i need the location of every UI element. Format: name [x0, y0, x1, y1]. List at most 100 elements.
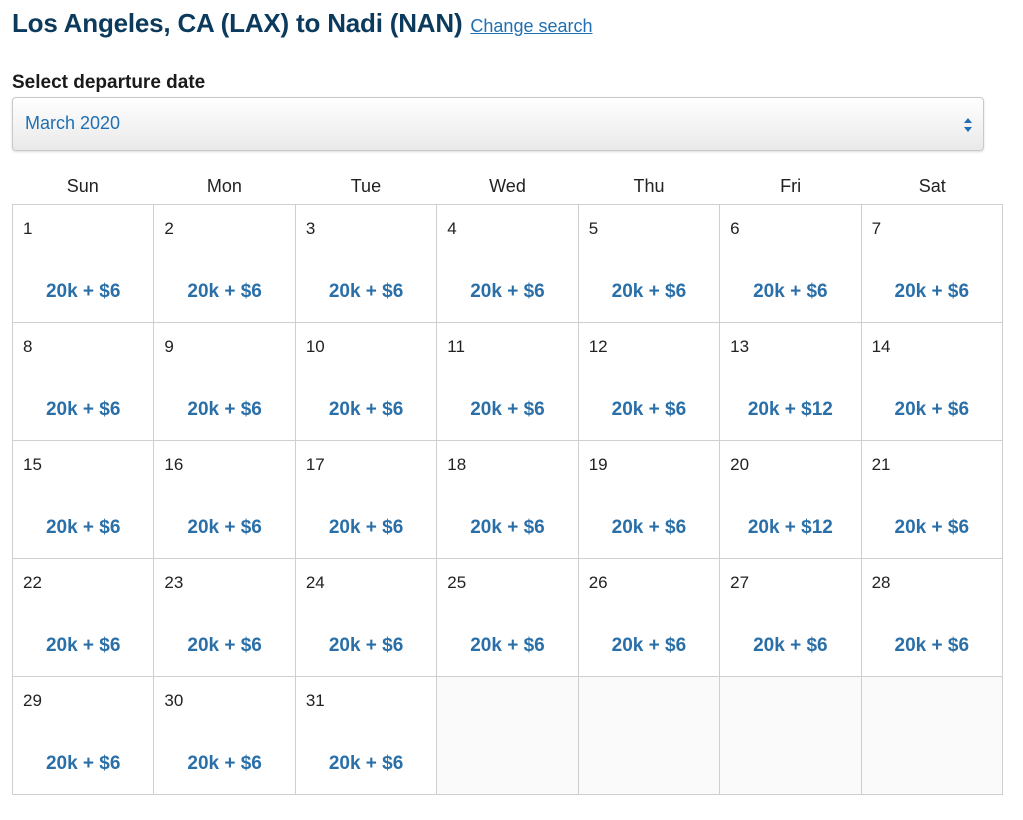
- fare-price: 20k + $6: [328, 635, 404, 656]
- page-title: Los Angeles, CA (LAX) to Nadi (NAN): [12, 8, 463, 38]
- fare-price: 20k + $6: [894, 517, 970, 538]
- day-number: 24: [305, 573, 325, 592]
- weekday-header: Sun Mon Tue Wed Thu Fri Sat: [12, 176, 1003, 204]
- day-number: 23: [164, 573, 184, 592]
- day-number: 8: [23, 337, 33, 356]
- weekday-sat: Sat: [918, 176, 946, 196]
- route-header: Los Angeles, CA (LAX) to Nadi (NAN) Chan…: [12, 8, 593, 39]
- day-number: 1: [23, 219, 33, 238]
- day-number: 30: [164, 691, 184, 710]
- calendar-day-cell[interactable]: 29 20k + $6: [13, 677, 155, 795]
- day-number: 29: [23, 691, 42, 710]
- fare-price: 20k + $6: [894, 635, 970, 656]
- fare-price: 20k + $6: [45, 281, 121, 302]
- calendar-day-cell[interactable]: 26 20k + $6: [578, 559, 721, 677]
- day-number: 11: [447, 337, 465, 356]
- day-number: 22: [23, 573, 42, 592]
- calendar-empty-cell: [578, 677, 721, 795]
- day-number: 12: [588, 337, 608, 356]
- fare-price: 20k + $6: [187, 753, 262, 774]
- day-number: 28: [871, 573, 891, 592]
- sort-arrows-icon: [963, 115, 973, 135]
- fare-price: 20k + $6: [328, 399, 404, 420]
- fare-price: 20k + $6: [187, 635, 262, 656]
- calendar-day-cell[interactable]: 16 20k + $6: [154, 441, 296, 559]
- calendar-day-cell[interactable]: 9 20k + $6: [154, 323, 296, 441]
- day-number: 3: [305, 219, 316, 238]
- calendar-day-cell[interactable]: 7 20k + $6: [861, 205, 1003, 323]
- day-number: 2: [164, 219, 174, 238]
- calendar-empty-cell: [437, 677, 579, 795]
- calendar-day-cell[interactable]: 5 20k + $6: [578, 205, 721, 323]
- calendar-day-cell[interactable]: 19 20k + $6: [578, 441, 721, 559]
- weekday-fri: Fri: [780, 176, 802, 196]
- calendar-day-cell[interactable]: 22 20k + $6: [13, 559, 155, 677]
- day-number: 14: [871, 337, 891, 356]
- calendar-empty-cell: [720, 677, 862, 795]
- fare-price: 20k + $6: [753, 281, 828, 302]
- day-number: 9: [164, 337, 174, 356]
- fare-price: 20k + $6: [328, 517, 404, 538]
- day-number: 26: [588, 573, 608, 592]
- calendar-day-cell[interactable]: 2 20k + $6: [154, 205, 296, 323]
- calendar-day-cell[interactable]: 28 20k + $6: [861, 559, 1003, 677]
- fare-price: 20k + $6: [45, 635, 121, 656]
- calendar-day-cell[interactable]: 18 20k + $6: [437, 441, 579, 559]
- fare-price: 20k + $6: [470, 635, 545, 656]
- calendar-day-cell[interactable]: 4 20k + $6: [437, 205, 579, 323]
- calendar-day-cell[interactable]: 17 20k + $6: [295, 441, 438, 559]
- calendar-day-cell[interactable]: 25 20k + $6: [437, 559, 579, 677]
- fare-price: 20k + $12: [747, 517, 833, 538]
- weekday-tue: Tue: [350, 176, 382, 196]
- fare-price: 20k + $6: [187, 399, 262, 420]
- day-number: 31: [305, 691, 325, 710]
- calendar-day-cell[interactable]: 21 20k + $6: [861, 441, 1003, 559]
- day-number: 7: [871, 219, 882, 238]
- day-number: 17: [305, 455, 325, 474]
- fare-price: 20k + $6: [187, 517, 262, 538]
- calendar-day-cell[interactable]: 15 20k + $6: [13, 441, 155, 559]
- day-number: 15: [23, 455, 42, 474]
- day-number: 27: [730, 573, 750, 592]
- fare-price: 20k + $6: [45, 399, 121, 420]
- calendar-day-cell[interactable]: 10 20k + $6: [295, 323, 438, 441]
- calendar-day-cell[interactable]: 11 20k + $6: [437, 323, 579, 441]
- fare-price: 20k + $6: [470, 517, 545, 538]
- fare-price: 20k + $6: [611, 399, 687, 420]
- weekday-thu: Thu: [633, 176, 665, 196]
- calendar-day-cell[interactable]: 14 20k + $6: [861, 323, 1003, 441]
- fare-price: 20k + $6: [45, 753, 121, 774]
- calendar-day-cell[interactable]: 1 20k + $6: [13, 205, 155, 323]
- fare-price: 20k + $6: [470, 281, 545, 302]
- day-number: 4: [447, 219, 457, 238]
- fare-price: 20k + $6: [894, 281, 970, 302]
- fare-price: 20k + $12: [747, 399, 833, 420]
- calendar-day-cell[interactable]: 13 20k + $12: [720, 323, 862, 441]
- calendar-day-cell[interactable]: 24 20k + $6: [295, 559, 438, 677]
- day-number: 5: [588, 219, 599, 238]
- day-number: 16: [164, 455, 184, 474]
- calendar-day-cell[interactable]: 12 20k + $6: [578, 323, 721, 441]
- calendar-empty-cell: [861, 677, 1003, 795]
- day-number: 13: [730, 337, 750, 356]
- calendar-grid: 1 20k + $6 2 20k + $6 3 20k + $6 4 20k + $6 5 20k…: [12, 204, 1003, 795]
- day-number: 19: [588, 455, 608, 474]
- change-search-link[interactable]: Change search: [470, 16, 593, 36]
- calendar-day-cell[interactable]: 3 20k + $6: [295, 205, 438, 323]
- weekday-sun: Sun: [66, 176, 99, 196]
- calendar-day-cell[interactable]: 30 20k + $6: [154, 677, 296, 795]
- calendar-day-cell[interactable]: 31 20k + $6: [295, 677, 438, 795]
- calendar-day-cell[interactable]: 8 20k + $6: [13, 323, 155, 441]
- calendar-day-cell[interactable]: 27 20k + $6: [720, 559, 862, 677]
- calendar-day-cell[interactable]: 23 20k + $6: [154, 559, 296, 677]
- day-number: 10: [305, 337, 325, 356]
- fare-price: 20k + $6: [45, 517, 121, 538]
- day-number: 18: [447, 455, 467, 474]
- calendar-day-cell[interactable]: 20 20k + $12: [720, 441, 862, 559]
- fare-price: 20k + $6: [187, 281, 262, 302]
- month-select[interactable]: March 2020: [12, 97, 984, 151]
- weekday-wed: Wed: [489, 176, 526, 196]
- calendar-day-cell[interactable]: 6 20k + $6: [720, 205, 862, 323]
- fare-price: 20k + $6: [470, 399, 545, 420]
- month-select-value: March 2020: [25, 113, 121, 133]
